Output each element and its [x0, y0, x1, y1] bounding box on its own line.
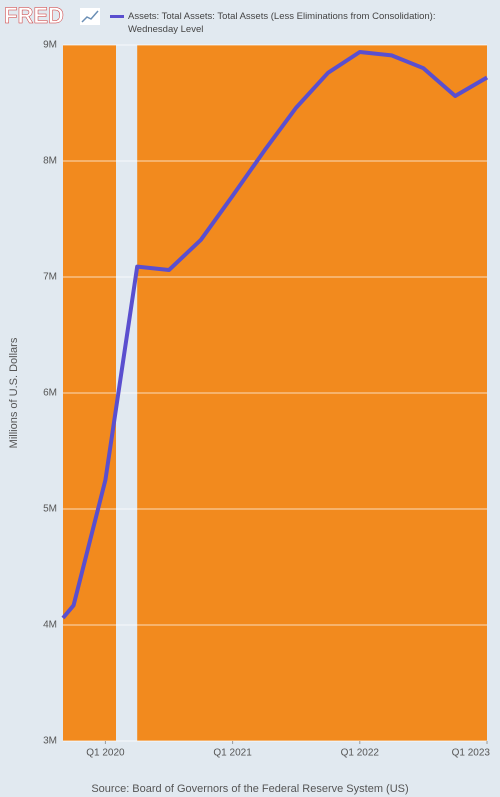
y-tick-label: 8M	[43, 156, 57, 167]
x-tick-label: Q1 2020	[86, 748, 125, 759]
y-tick-label: 7M	[43, 272, 57, 283]
x-tick-label: Q1 2023	[452, 748, 491, 759]
y-tick-label: 5M	[43, 504, 57, 515]
logo: FRED	[4, 3, 64, 28]
y-tick-label: 6M	[43, 388, 57, 399]
y-tick-label: 4M	[43, 620, 57, 631]
source: Source: Board of Governors of the Federa…	[91, 783, 408, 795]
series-line	[61, 50, 489, 620]
y-tick-label: 3M	[43, 736, 57, 747]
y-axis-label: Millions of U.S. Dollars	[8, 337, 20, 448]
y-tick-label: 9M	[43, 40, 57, 51]
legend-swatch	[110, 15, 124, 18]
logo-icon	[80, 8, 100, 25]
x-tick-label: Q1 2022	[341, 748, 380, 759]
legend-label: Assets: Total Assets: Total Assets (Less…	[128, 11, 436, 35]
x-tick-label: Q1 2021	[213, 748, 252, 759]
